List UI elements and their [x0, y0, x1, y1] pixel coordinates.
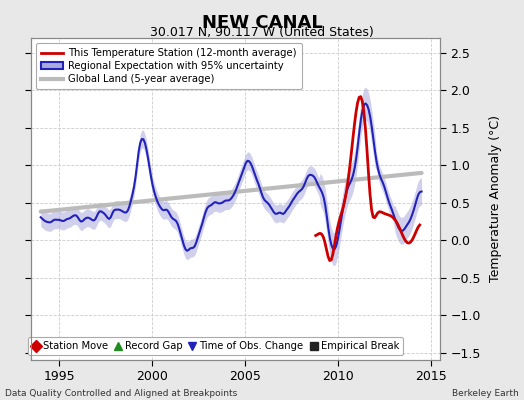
Legend: Station Move, Record Gap, Time of Obs. Change, Empirical Break: Station Move, Record Gap, Time of Obs. C…: [28, 337, 403, 355]
Text: 30.017 N, 90.117 W (United States): 30.017 N, 90.117 W (United States): [150, 26, 374, 39]
Text: NEW CANAL: NEW CANAL: [202, 14, 322, 32]
Text: Berkeley Earth: Berkeley Earth: [452, 389, 519, 398]
Y-axis label: Temperature Anomaly (°C): Temperature Anomaly (°C): [489, 116, 503, 282]
Text: Data Quality Controlled and Aligned at Breakpoints: Data Quality Controlled and Aligned at B…: [5, 389, 237, 398]
